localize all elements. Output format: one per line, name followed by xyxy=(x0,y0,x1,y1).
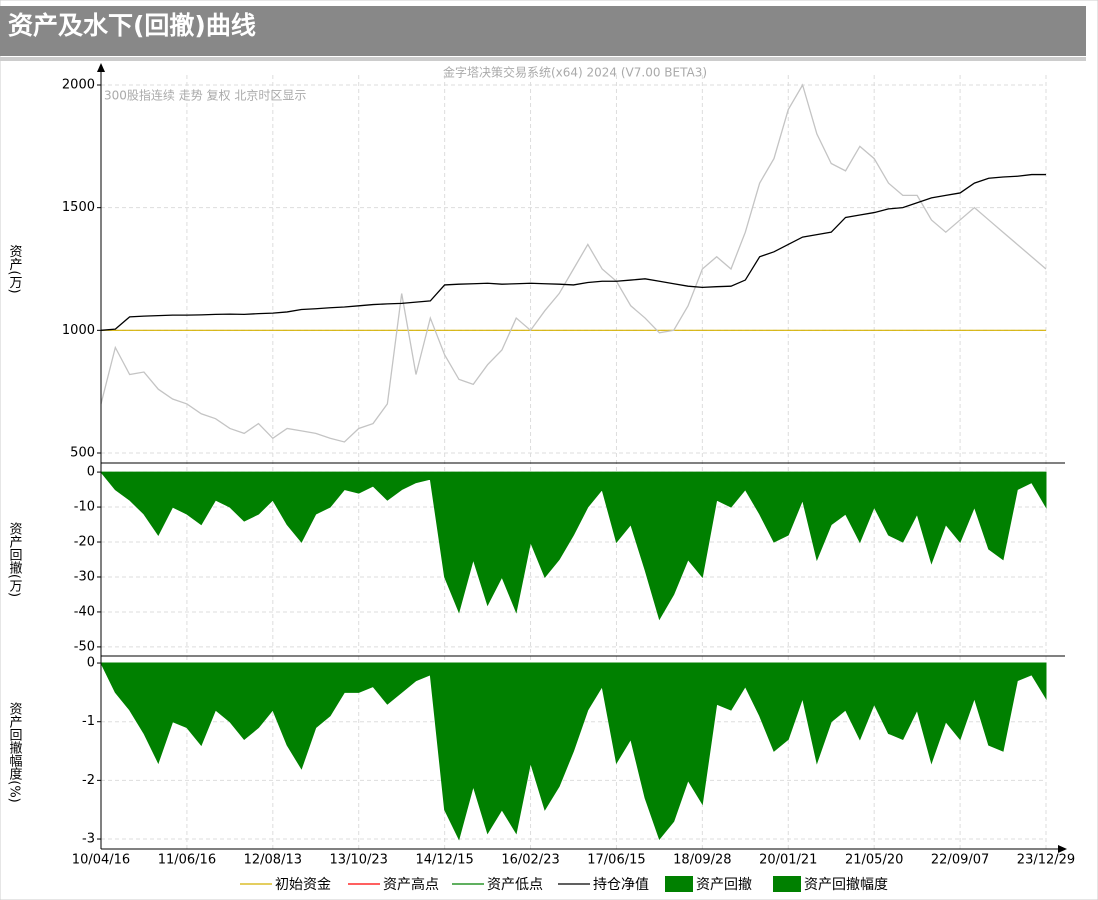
y-axis-label: 资产(万) xyxy=(7,244,23,293)
y-tick-label: 1500 xyxy=(62,200,95,215)
x-tick-label: 18/09/28 xyxy=(673,853,731,868)
series-line xyxy=(100,83,1047,443)
y-tick-label: 0 xyxy=(87,656,95,671)
x-tick-label: 17/06/15 xyxy=(587,853,645,868)
y-tick-label: -3 xyxy=(82,832,95,847)
y-tick-label: -2 xyxy=(82,773,95,788)
y-tick-label: 1000 xyxy=(62,323,95,338)
legend-swatch xyxy=(665,876,693,892)
x-tick-label: 21/05/20 xyxy=(845,853,903,868)
x-tick-label: 10/04/16 xyxy=(72,853,130,868)
y-tick-label: 500 xyxy=(70,446,95,461)
header-bar xyxy=(0,6,1086,56)
y-tick-label: -50 xyxy=(74,639,95,654)
legend-label: 资产高点 xyxy=(383,876,439,893)
series-line xyxy=(100,173,1046,331)
legend-label: 初始资金 xyxy=(275,876,331,893)
y-tick-label: -1 xyxy=(82,714,95,729)
annotation: 300股指连续 走势 复权 北京时区显示 xyxy=(104,88,306,103)
subtitle: 金字塔决策交易系统(x64) 2024 (V7.00 BETA3) xyxy=(443,65,707,80)
x-tick-label: 20/01/21 xyxy=(759,853,817,868)
x-tick-label: 11/06/16 xyxy=(158,853,216,868)
x-tick-label: 22/09/07 xyxy=(931,853,989,868)
legend-label: 资产低点 xyxy=(487,877,543,893)
x-tick-label: 14/12/15 xyxy=(415,853,473,868)
y-tick-label: -40 xyxy=(74,604,95,619)
x-tick-label: 12/08/13 xyxy=(244,853,302,868)
y-tick-label: 2000 xyxy=(62,78,95,93)
x-tick-label: 13/10/23 xyxy=(330,853,388,868)
legend-label: 资产回撤幅度 xyxy=(804,877,888,893)
y-axis-label: 资产回撤(万) xyxy=(7,522,23,597)
x-tick-label: 23/12/29 xyxy=(1017,853,1075,868)
y-axis-label: 资产回撤幅度(%) xyxy=(7,702,23,803)
y-axis-arrow xyxy=(97,63,105,72)
drawdown-area xyxy=(99,471,1047,621)
y-tick-label: -20 xyxy=(74,535,95,550)
legend-label: 持仓净值 xyxy=(593,877,649,893)
x-axis-arrow xyxy=(1058,845,1067,853)
x-tick-label: 16/02/23 xyxy=(501,853,559,868)
legend-swatch xyxy=(773,876,801,892)
legend-label: 资产回撤 xyxy=(696,877,752,893)
y-tick-label: -30 xyxy=(74,569,95,584)
y-tick-label: 0 xyxy=(87,465,95,480)
page-title: 资产及水下(回撤)曲线 xyxy=(8,11,256,40)
drawdown-area xyxy=(100,662,1047,841)
y-tick-label: -10 xyxy=(74,500,95,515)
